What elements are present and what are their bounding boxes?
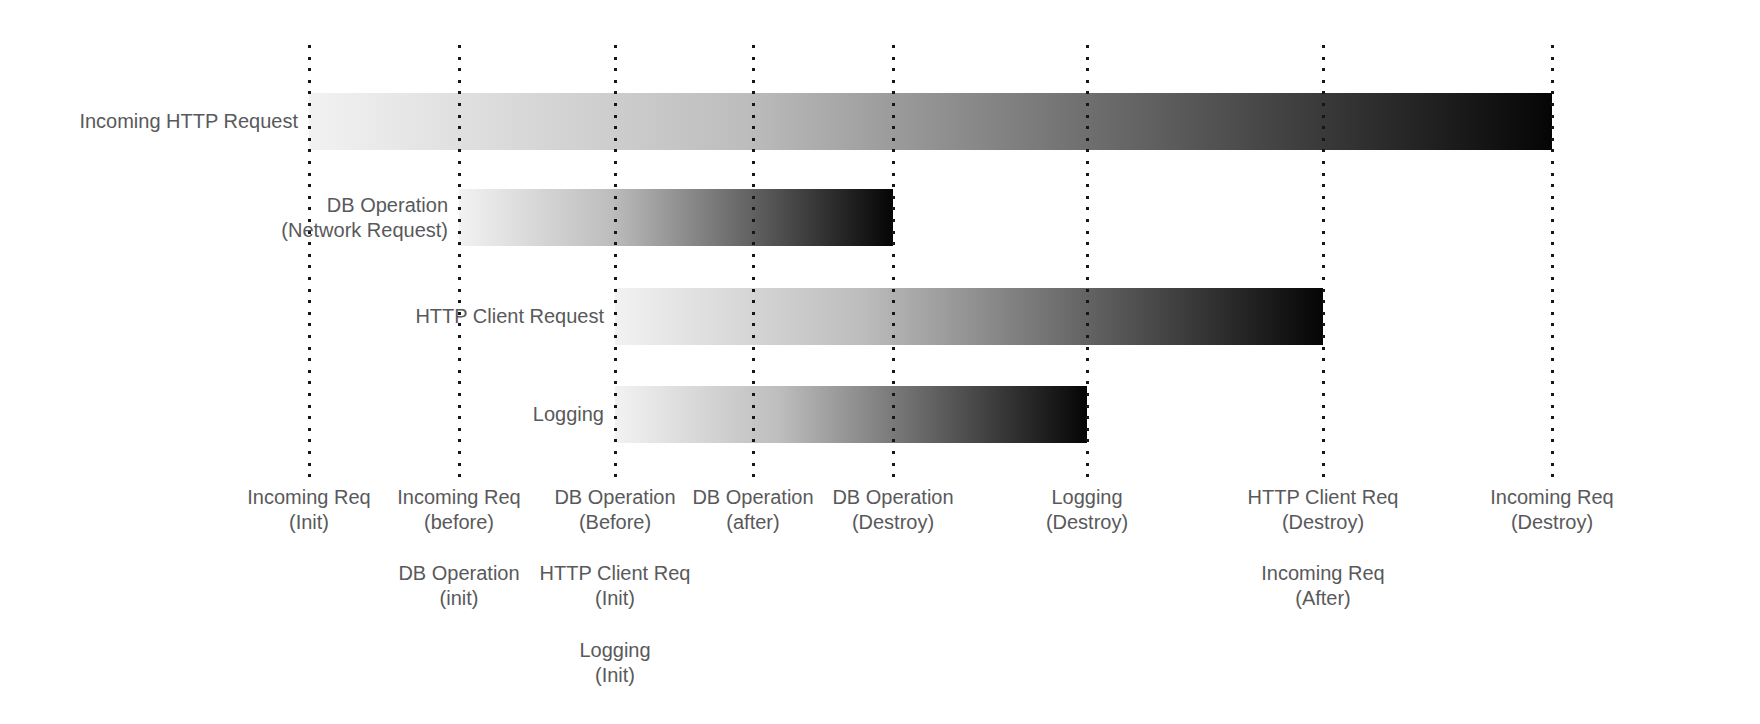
event-label-logging-init: Logging(Init): [445, 638, 785, 688]
event-line-db-operation-after: [752, 45, 755, 478]
span-label-text: DB Operation: [48, 193, 448, 218]
event-label-text: (Destroy): [1382, 510, 1722, 535]
span-label-db-operation-network-request: DB Operation(Network Request): [48, 193, 448, 243]
span-bar-incoming-http-request: [309, 93, 1552, 150]
span-bar-logging: [615, 386, 1087, 443]
event-line-http-client-req-destroy: [1322, 45, 1325, 478]
event-label-incoming-req-after: Incoming Req(After): [1153, 561, 1493, 611]
span-bar-http-client-request: [615, 288, 1323, 345]
event-label-text: (After): [1153, 586, 1493, 611]
span-label-text: Incoming HTTP Request: [0, 109, 298, 134]
span-label-text: HTTP Client Request: [204, 304, 604, 329]
event-label-http-client-req-init: HTTP Client Req(Init): [445, 561, 785, 611]
span-lifecycle-diagram: Incoming HTTP Request DB Operation(Networ…: [0, 0, 1760, 724]
event-label-incoming-req-destroy: Incoming Req(Destroy): [1382, 485, 1722, 535]
span-label-http-client-request: HTTP Client Request: [204, 304, 604, 329]
event-label-text: (Init): [445, 663, 785, 688]
span-bar-db-operation-network-request: [459, 189, 893, 246]
event-label-text: Incoming Req: [1382, 485, 1722, 510]
event-line-db-operation-destroy: [892, 45, 895, 478]
span-label-incoming-http-request: Incoming HTTP Request: [0, 109, 298, 134]
event-line-db-operation-before: [614, 45, 617, 478]
event-line-logging-destroy: [1086, 45, 1089, 478]
span-label-text: (Network Request): [48, 218, 448, 243]
event-label-text: Incoming Req: [1153, 561, 1493, 586]
event-label-text: HTTP Client Req: [445, 561, 785, 586]
span-label-text: Logging: [204, 402, 604, 427]
event-line-incoming-req-destroy: [1551, 45, 1554, 478]
event-label-text: Logging: [445, 638, 785, 663]
span-label-logging: Logging: [204, 402, 604, 427]
event-label-text: (Init): [445, 586, 785, 611]
